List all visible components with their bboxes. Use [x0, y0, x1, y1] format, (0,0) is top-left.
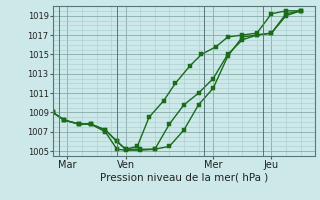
X-axis label: Pression niveau de la mer( hPa ): Pression niveau de la mer( hPa )	[100, 173, 268, 183]
